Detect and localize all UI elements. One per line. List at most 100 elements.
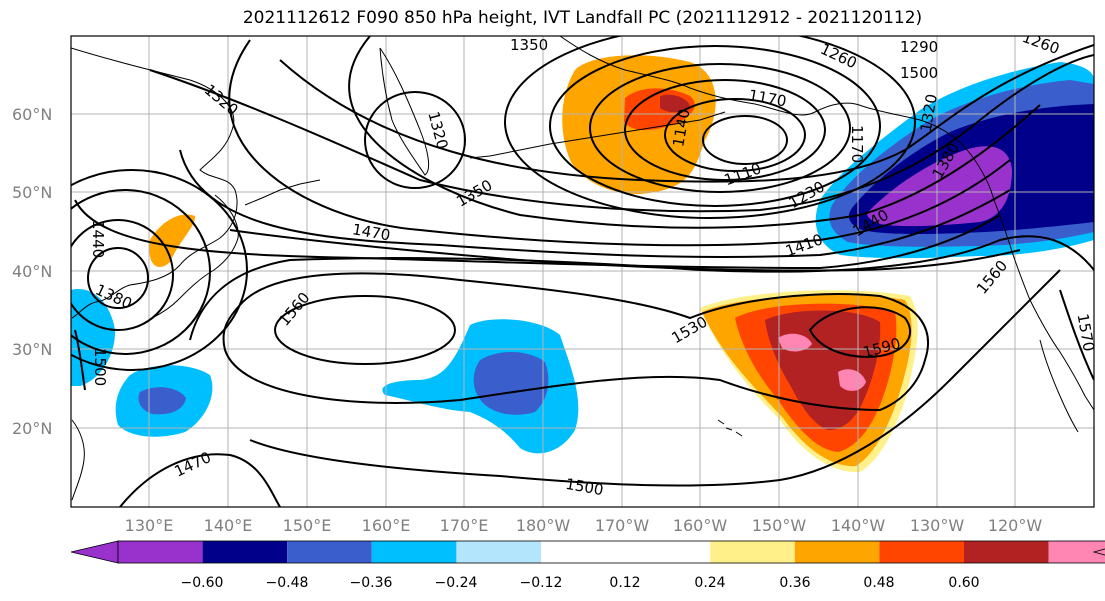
longitude-axis: 130°E 140°E 150°E 160°E 170°E 180°W 170°… [125, 516, 1043, 535]
colorbar-segment [118, 541, 203, 563]
contour-high-1560-west [274, 295, 456, 365]
contour-low-1200 [589, 63, 851, 193]
lon-label: 180°W [516, 516, 571, 535]
colorbar-segment [287, 541, 372, 563]
colorbar-extend-max [1092, 548, 1105, 556]
lat-label: 20°N [12, 419, 52, 438]
colorbar-tick-label: −0.36 [350, 575, 393, 591]
colorbar [70, 540, 1105, 564]
lat-label: 60°N [12, 105, 52, 124]
contour-label: 1570 [1074, 312, 1098, 353]
aleutian-chain [469, 111, 726, 159]
colorbar-tick-label: 0.12 [609, 575, 640, 591]
negative-anomaly-west-blue [138, 387, 186, 415]
colorbar-tick-label: 0.48 [863, 575, 894, 591]
colorbar-segment [964, 541, 1049, 563]
lat-label: 30°N [12, 340, 52, 359]
lon-label: 130°W [910, 516, 965, 535]
colorbar-tick-label: −0.48 [266, 575, 309, 591]
map-title: 2021112612 F090 850 hPa height, IVT Land… [242, 8, 923, 28]
colorbar-ticks: −0.60 −0.48 −0.36 −0.24 −0.12 0.12 0.24 … [181, 575, 980, 591]
colorbar-tick-label: −0.12 [520, 575, 563, 591]
philippines-coast [71, 419, 85, 501]
colorbar-segment [456, 541, 541, 563]
contour-japan-low-3 [71, 189, 211, 355]
map-area: 1320 1350 1260 1290 1260 1170 1140 1110 … [71, 36, 1098, 507]
colorbar-tick-label: 0.24 [694, 575, 725, 591]
contour-label: 1290 [900, 38, 938, 56]
lat-label: 40°N [12, 262, 52, 281]
negative-anomaly-central-blue [473, 351, 549, 415]
graticule [71, 36, 1094, 507]
lon-label: 130°E [125, 516, 174, 535]
colorbar-segment [541, 541, 626, 563]
contour-japan-low-4 [71, 169, 248, 371]
lon-label: 140°E [204, 516, 253, 535]
contour-label: 1500 [91, 348, 109, 386]
contour-label: 1170 [848, 125, 866, 163]
colorbar-segment [1048, 541, 1105, 563]
colorbar-tick-label: 0.60 [948, 575, 979, 591]
positive-anomaly-subtropical-pink2 [838, 369, 866, 391]
negative-anomaly-pacific-nw-purple [867, 146, 1012, 227]
ivt-shading [71, 55, 1094, 473]
contour-label: 1500 [900, 64, 938, 82]
contour-1530 [222, 272, 929, 412]
contour-1500 [189, 235, 1094, 341]
contour-label: 1440 [89, 220, 107, 258]
colorbar-extend-min [70, 540, 119, 564]
contour-1440 [74, 199, 1001, 270]
negative-anomaly-far-west [71, 289, 116, 386]
lon-label: 150°W [752, 516, 807, 535]
lon-label: 170°W [595, 516, 650, 535]
colorbar-tick-label: −0.60 [181, 575, 224, 591]
contour-low-1110 [702, 115, 788, 165]
latitude-axis: 60°N 50°N 40°N 30°N 20°N [12, 105, 52, 438]
colorbar-segment [202, 541, 288, 563]
contour-1350 [348, 36, 1041, 229]
contour-japan-low-2 [71, 219, 174, 331]
lon-label: 170°E [440, 516, 489, 535]
colorbar-outline [117, 540, 1105, 564]
kuril-islands [244, 179, 321, 206]
alaska-coast [559, 36, 995, 201]
lon-label: 160°E [362, 516, 411, 535]
contour-1290 [279, 44, 1094, 183]
map-frame [70, 35, 1095, 508]
contour-low-1170 [624, 79, 826, 181]
colorbar-segment [371, 541, 457, 563]
contour-low-1260 [504, 36, 916, 219]
contour-japan-low-inner [87, 247, 149, 309]
contour-1500-south [249, 269, 1061, 487]
contour-1320 [149, 54, 1094, 213]
baja-coast [1039, 339, 1079, 433]
colorbar-segment [794, 541, 880, 563]
height-contours [71, 36, 1094, 507]
positive-anomaly-japan [149, 214, 196, 267]
lon-label: 160°W [673, 516, 728, 535]
contour-1410 [179, 149, 1011, 258]
positive-anomaly-subtropical-pink1 [778, 333, 812, 352]
lon-label: 120°W [988, 516, 1043, 535]
contour-1470-south [119, 453, 281, 507]
contour-low-1230 [549, 45, 881, 207]
lon-label: 150°E [283, 516, 332, 535]
hawaii-islands [717, 419, 743, 437]
contour-1590 [808, 306, 911, 358]
colorbar-segment [879, 541, 964, 563]
contour-low-1140 [664, 98, 806, 172]
contour-label: 1350 [510, 36, 548, 54]
contour-kamchatka-low [364, 91, 466, 189]
contour-1570 [1059, 289, 1094, 381]
positive-anomaly-alaska-core2 [660, 94, 690, 113]
contour-1500-far-west [74, 329, 86, 391]
lat-label: 50°N [12, 183, 52, 202]
lon-label: 140°W [831, 516, 886, 535]
contour-1380 [228, 39, 1011, 247]
colorbar-segment [710, 541, 795, 563]
colorbar-segment [625, 541, 711, 563]
colorbar-tick-label: −0.24 [435, 575, 478, 591]
japan-islands [151, 194, 239, 319]
asia-coast [71, 47, 238, 319]
